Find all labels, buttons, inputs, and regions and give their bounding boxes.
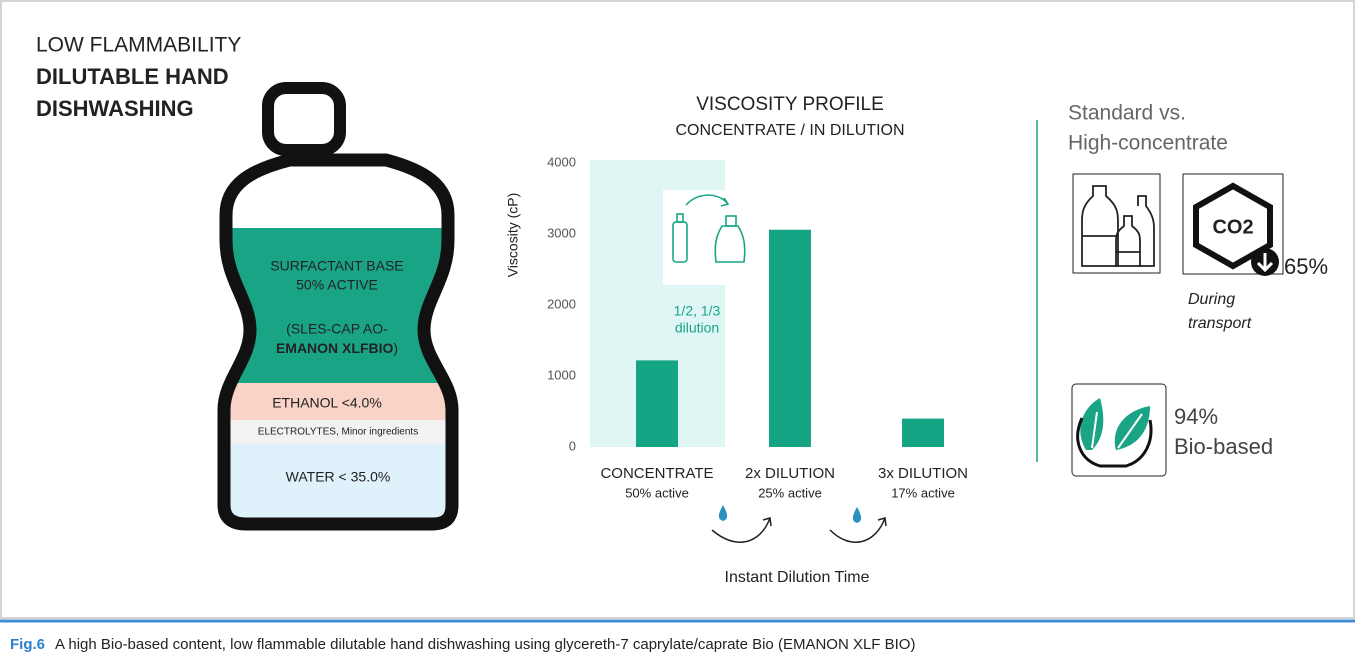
y-tick-label: 0 (569, 438, 576, 453)
bar (636, 360, 678, 447)
bar-chart: 1/2, 1/3 dilution VISCOSITY PROFILE CONC… (505, 94, 968, 586)
annotation: 1/2, 1/3 (674, 303, 721, 319)
x-axis-label: Instant Dilution Time (725, 569, 870, 586)
drop (719, 505, 727, 521)
chart-subtitle: CONCENTRATE / IN DILUTION (675, 122, 904, 139)
bio-label: Bio-based (1174, 434, 1273, 459)
figure: LOW FLAMMABILITY DILUTABLE HAND DISHWASH… (0, 0, 1355, 662)
flow-arrows (712, 518, 886, 542)
bottle: SURFACTANT BASE 50% ACTIVE (SLES-CAP AO-… (200, 88, 480, 534)
product-name: EMANON XLFBIO (276, 340, 394, 356)
caption-label: Fig.6 (10, 636, 45, 653)
title-line: DILUTABLE HAND (36, 64, 229, 89)
sidebar-heading: Standard vs. (1068, 102, 1186, 125)
bracket: ) (393, 340, 398, 356)
co2-note: During (1188, 291, 1235, 308)
y-tick-label: 2000 (547, 296, 576, 311)
layer-label: ETHANOL <4.0% (272, 395, 382, 411)
sidebar: Standard vs. High-concentrate CO2 65% Du… (1037, 102, 1328, 476)
layer-label: WATER < 35.0% (286, 469, 391, 485)
caption-text: A high Bio-based content, low flammable … (55, 636, 915, 653)
y-tick-label: 1000 (547, 367, 576, 382)
chart-title: VISCOSITY PROFILE (696, 94, 884, 115)
page: LOW FLAMMABILITY DILUTABLE HAND DISHWASH… (0, 0, 1355, 662)
x-tick-label: 3x DILUTION (878, 465, 968, 482)
title-line: LOW FLAMMABILITY (36, 34, 241, 57)
x-tick-label: 2x DILUTION (745, 465, 835, 482)
x-tick-label: CONCENTRATE (600, 465, 713, 482)
annotation: dilution (675, 320, 719, 336)
layer-label: (SLES-CAP AO- (286, 321, 388, 337)
sidebar-heading: High-concentrate (1068, 132, 1228, 155)
title-line: DISHWASHING (36, 96, 194, 121)
layer-label: ELECTROLYTES, Minor ingredients (258, 427, 418, 438)
caption: Fig.6 A high Bio-based content, low flamm… (10, 636, 915, 653)
bar (769, 230, 811, 447)
layer-label: EMANON XLFBIO) (276, 340, 398, 356)
co2-note: transport (1188, 315, 1252, 332)
bar (902, 419, 944, 447)
y-tick-label: 4000 (547, 154, 576, 169)
co2-value: 65% (1284, 254, 1328, 279)
layer-label: 50% ACTIVE (296, 277, 378, 293)
drop (853, 507, 861, 523)
co2-label: CO2 (1212, 216, 1253, 238)
y-tick-label: 3000 (547, 225, 576, 240)
x-tick-note: 25% active (758, 485, 822, 500)
x-tick-note: 17% active (891, 485, 955, 500)
bio-value: 94% (1174, 404, 1218, 429)
layer-label: SURFACTANT BASE (270, 258, 403, 274)
x-tick-note: 50% active (625, 485, 689, 500)
y-axis-label: Viscosity (cP) (505, 193, 521, 278)
